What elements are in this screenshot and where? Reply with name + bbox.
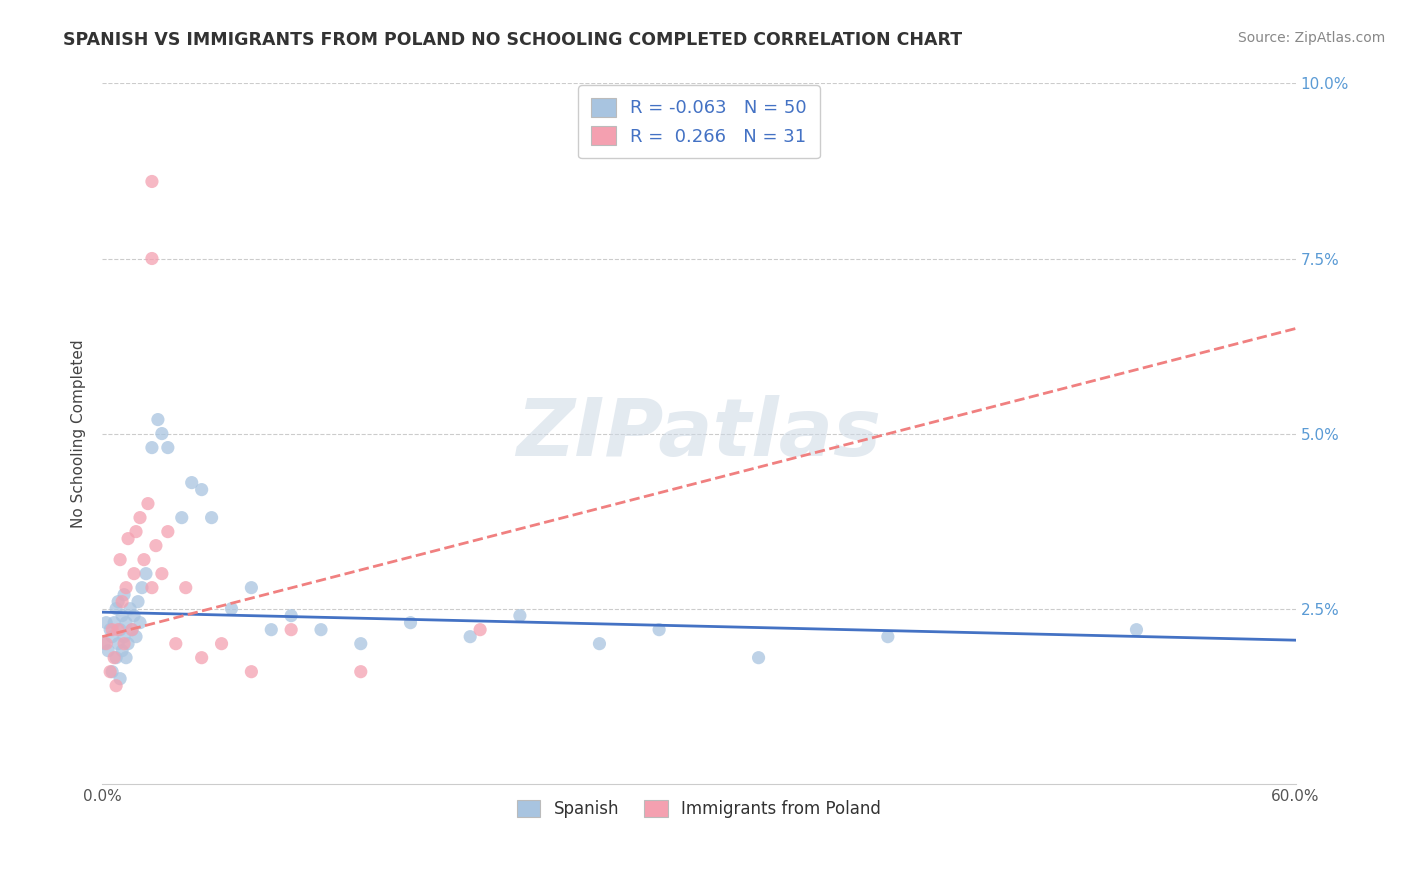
Point <box>145 539 167 553</box>
Text: SPANISH VS IMMIGRANTS FROM POLAND NO SCHOOLING COMPLETED CORRELATION CHART: SPANISH VS IMMIGRANTS FROM POLAND NO SCH… <box>63 31 962 49</box>
Point <box>132 552 155 566</box>
Point <box>108 623 131 637</box>
Point <box>103 650 125 665</box>
Point <box>117 637 139 651</box>
Point <box>136 497 159 511</box>
Point <box>240 665 263 679</box>
Point <box>150 566 173 581</box>
Point <box>468 623 491 637</box>
Point <box>180 475 202 490</box>
Legend: Spanish, Immigrants from Poland: Spanish, Immigrants from Poland <box>510 793 887 824</box>
Point <box>98 665 121 679</box>
Point <box>141 441 163 455</box>
Point <box>240 581 263 595</box>
Point <box>156 441 179 455</box>
Point <box>103 615 125 630</box>
Point <box>115 615 138 630</box>
Point <box>135 566 157 581</box>
Point <box>150 426 173 441</box>
Point <box>127 595 149 609</box>
Point <box>221 601 243 615</box>
Point <box>125 524 148 539</box>
Point <box>97 643 120 657</box>
Point <box>105 679 128 693</box>
Point <box>108 672 131 686</box>
Point <box>111 643 134 657</box>
Point <box>117 532 139 546</box>
Point <box>112 588 135 602</box>
Point <box>190 483 212 497</box>
Point <box>107 623 129 637</box>
Point <box>165 637 187 651</box>
Point <box>350 665 373 679</box>
Point <box>122 566 145 581</box>
Point <box>121 623 143 637</box>
Point <box>105 601 128 615</box>
Point <box>96 637 118 651</box>
Point <box>280 608 302 623</box>
Point <box>211 637 233 651</box>
Point <box>309 623 332 637</box>
Point <box>748 650 770 665</box>
Point <box>156 524 179 539</box>
Point <box>129 510 152 524</box>
Point <box>146 412 169 426</box>
Point <box>399 615 422 630</box>
Point <box>112 630 135 644</box>
Point <box>280 623 302 637</box>
Point <box>120 601 142 615</box>
Text: Source: ZipAtlas.com: Source: ZipAtlas.com <box>1237 31 1385 45</box>
Point <box>588 637 610 651</box>
Point <box>141 174 163 188</box>
Point <box>125 630 148 644</box>
Point <box>108 552 131 566</box>
Point <box>101 665 124 679</box>
Point <box>101 623 124 637</box>
Point <box>107 595 129 609</box>
Point <box>122 608 145 623</box>
Text: ZIPatlas: ZIPatlas <box>516 394 882 473</box>
Point <box>115 581 138 595</box>
Point <box>111 608 134 623</box>
Point <box>131 581 153 595</box>
Point <box>129 615 152 630</box>
Y-axis label: No Schooling Completed: No Schooling Completed <box>72 339 86 528</box>
Point <box>876 630 898 644</box>
Point <box>201 510 224 524</box>
Point <box>101 630 124 644</box>
Point <box>141 252 163 266</box>
Point <box>350 637 373 651</box>
Point <box>105 650 128 665</box>
Point <box>112 637 135 651</box>
Point <box>141 581 163 595</box>
Point <box>111 595 134 609</box>
Point <box>170 510 193 524</box>
Point <box>96 615 118 630</box>
Point <box>174 581 197 595</box>
Point <box>260 623 283 637</box>
Point <box>107 637 129 651</box>
Point <box>190 650 212 665</box>
Point <box>1125 623 1147 637</box>
Point <box>458 630 481 644</box>
Point <box>115 650 138 665</box>
Point <box>93 637 115 651</box>
Point <box>509 608 531 623</box>
Point <box>648 623 671 637</box>
Point <box>98 623 121 637</box>
Point <box>121 623 143 637</box>
